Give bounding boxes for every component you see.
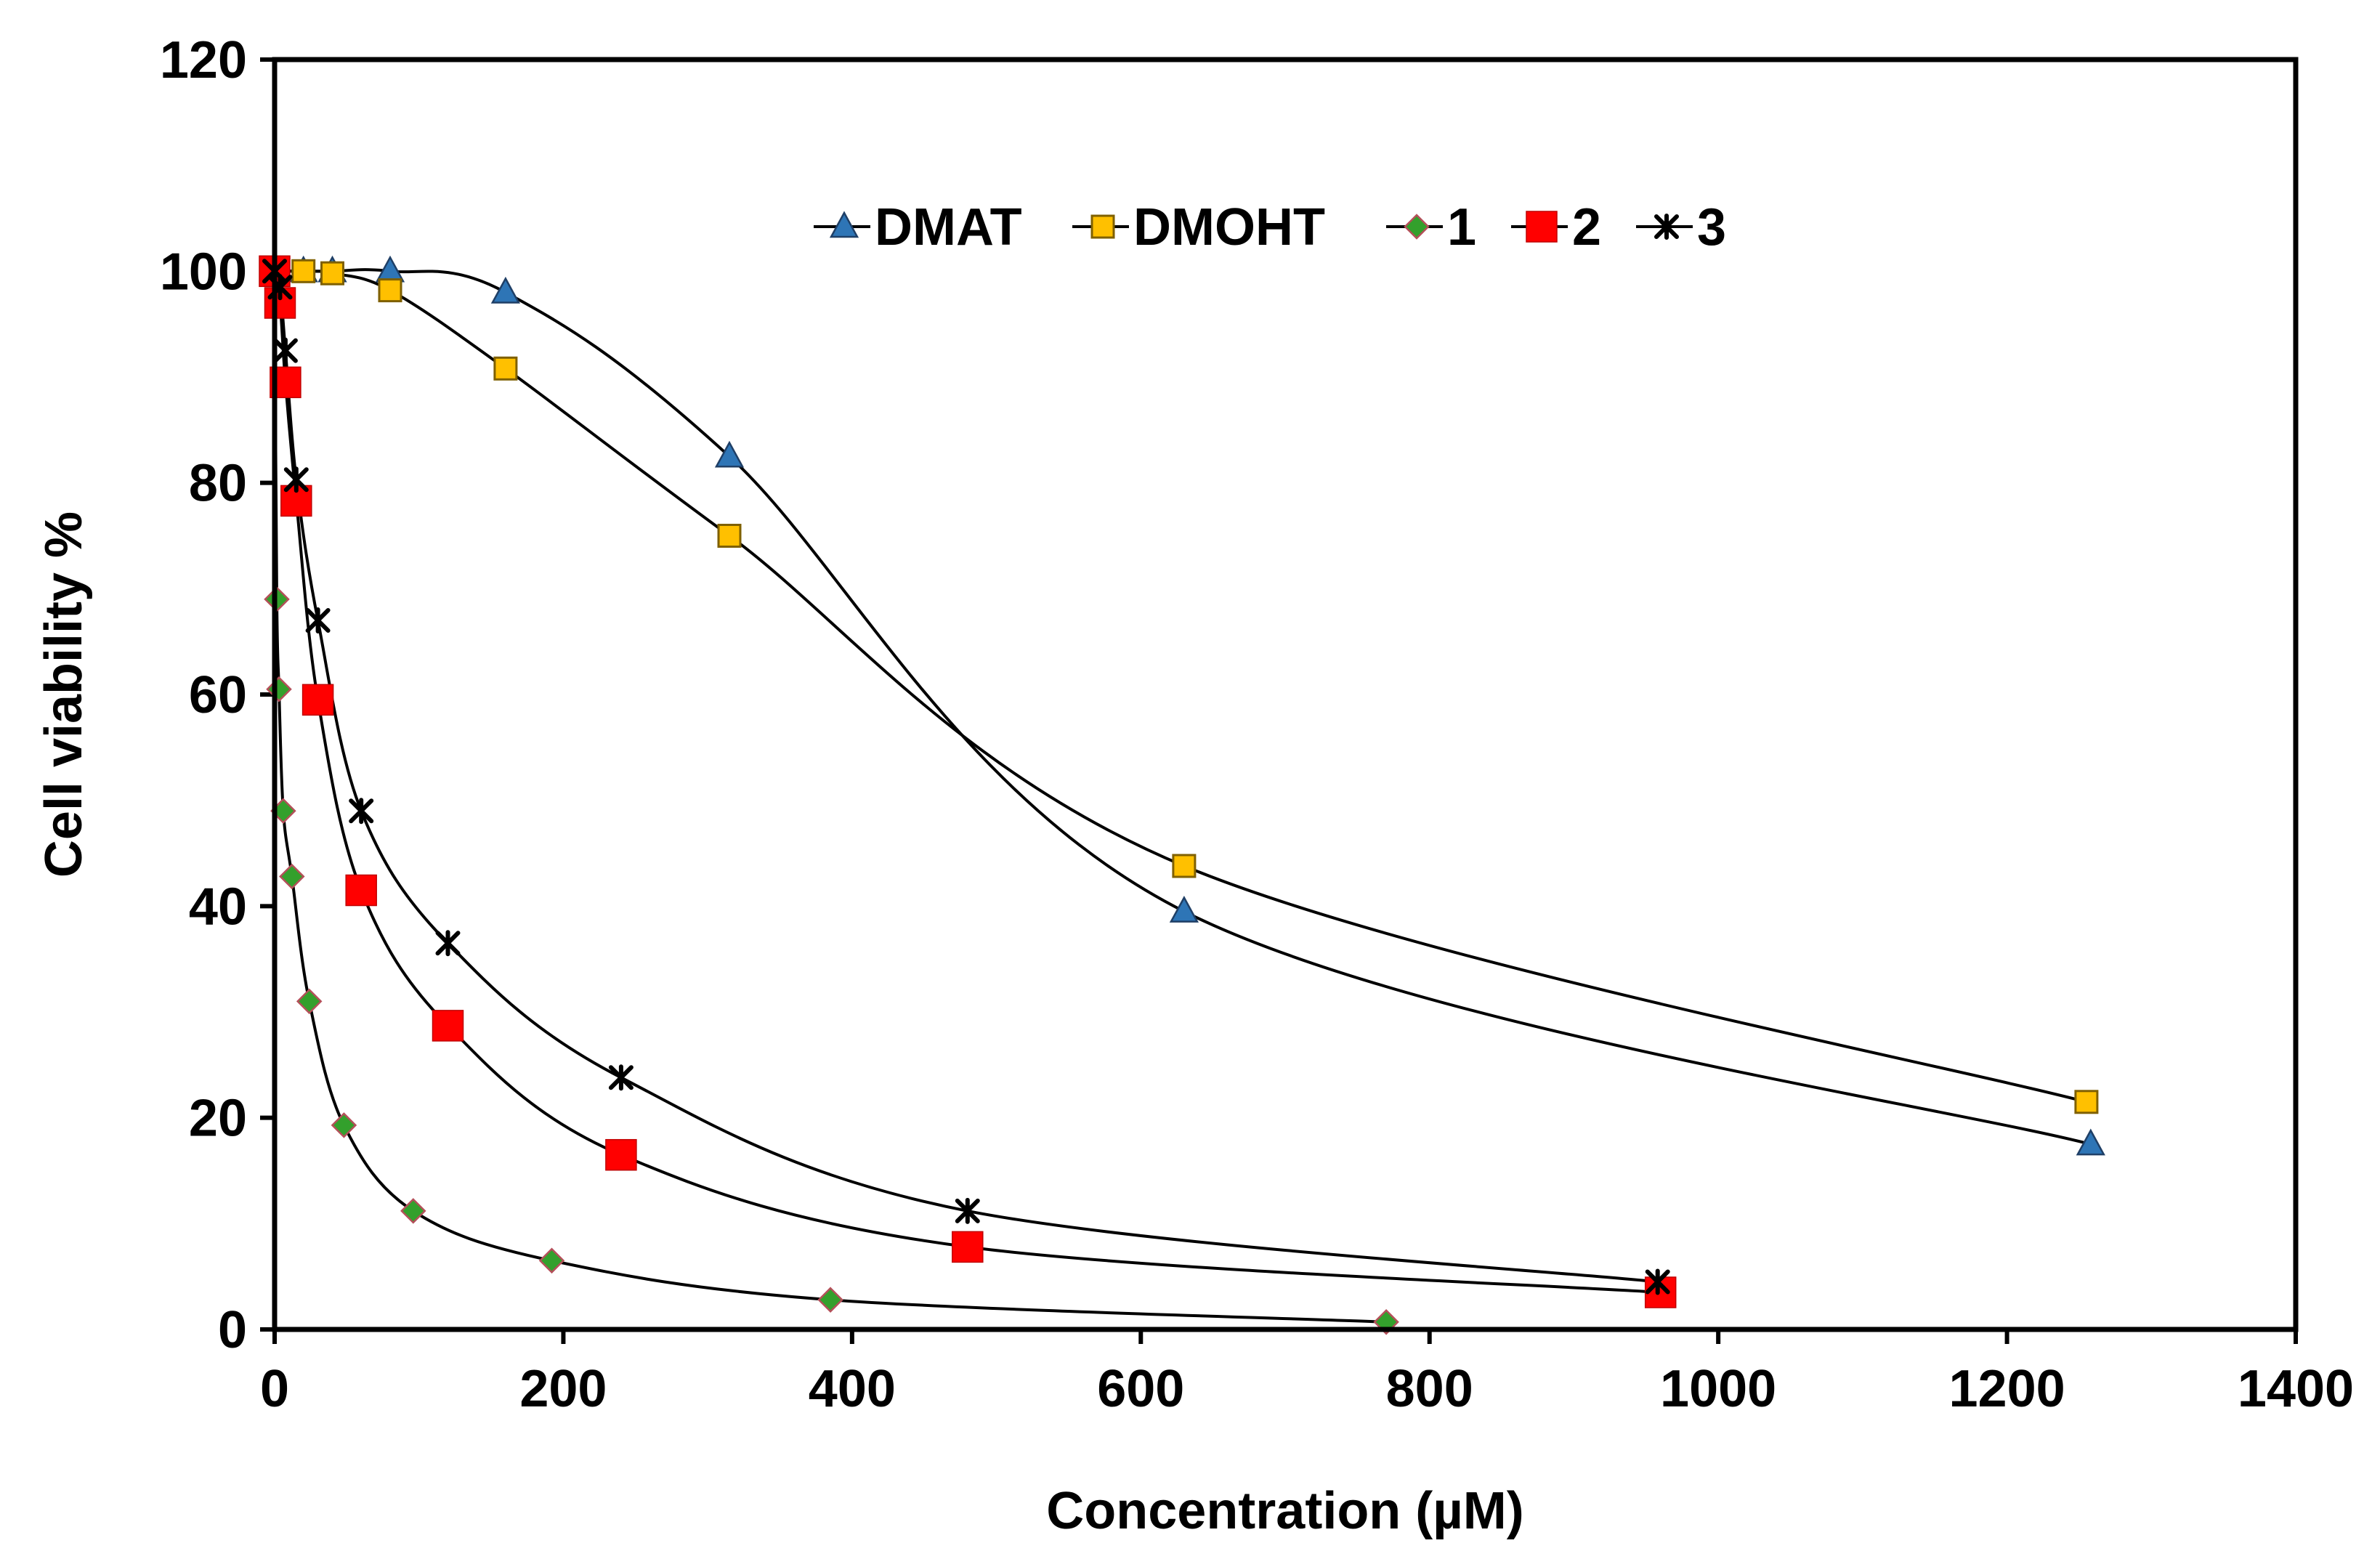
data-point-3-shape xyxy=(305,607,331,633)
data-point-3 xyxy=(283,466,309,493)
data-point-dmoht-shape xyxy=(378,278,402,303)
data-point-3 xyxy=(435,930,461,957)
data-point-2 xyxy=(432,1010,464,1042)
data-point-dmat-shape xyxy=(2076,1128,2105,1156)
legend-label-1: 1 xyxy=(1447,198,1476,256)
data-point-dmat-shape xyxy=(1169,895,1199,923)
data-point-dmoht xyxy=(291,259,316,283)
x-tick-label: 800 xyxy=(1386,1360,1473,1418)
legend-marker-3-shape xyxy=(1654,214,1679,240)
y-tick-label: 60 xyxy=(189,666,247,724)
data-point-dmoht-shape xyxy=(291,259,316,283)
data-point-dmat xyxy=(490,276,521,304)
data-point-dmoht xyxy=(1172,854,1197,878)
x-tick-label: 0 xyxy=(260,1360,289,1418)
data-point-3-shape xyxy=(608,1064,634,1091)
data-point-dmoht-shape xyxy=(320,261,344,286)
data-point-dmoht xyxy=(493,356,518,381)
legend-label-dmat: DMAT xyxy=(875,198,1022,256)
data-point-1 xyxy=(279,863,305,890)
data-point-2-shape xyxy=(952,1231,984,1263)
data-point-1 xyxy=(817,1287,843,1313)
data-point-dmat xyxy=(2076,1128,2105,1156)
legend-label-dmoht: DMOHT xyxy=(1133,198,1325,256)
data-point-2-shape xyxy=(345,874,377,907)
data-point-dmat xyxy=(1169,895,1199,923)
series-line-2 xyxy=(273,270,1661,1294)
plot-area-frame xyxy=(272,57,2299,1332)
x-tick-label: 1200 xyxy=(1948,1360,2065,1418)
x-axis-title: Concentration (µM) xyxy=(1046,1482,1523,1540)
legend-marker-dmat-shape xyxy=(829,211,859,238)
data-point-1 xyxy=(400,1198,426,1224)
y-tick-label: 40 xyxy=(189,878,247,936)
data-point-2-shape xyxy=(605,1138,637,1171)
x-tick-label: 400 xyxy=(809,1360,896,1418)
data-point-3-shape xyxy=(435,930,461,957)
data-point-3 xyxy=(608,1064,634,1091)
x-tick-label: 1000 xyxy=(1660,1360,1776,1418)
data-point-dmoht-shape xyxy=(2074,1090,2099,1114)
data-point-1-shape xyxy=(817,1287,843,1313)
data-point-3 xyxy=(305,607,331,633)
tick-label-layer: 0 200 400 600 800 1000 1200 1400 0 20 40 60 80 100 120 xyxy=(160,31,2354,1418)
data-point-1-shape xyxy=(400,1198,426,1224)
data-point-1-shape xyxy=(538,1247,565,1274)
legend-marker-2 xyxy=(1526,211,1558,243)
data-point-3 xyxy=(955,1197,980,1224)
legend-marker-dmoht-shape xyxy=(1090,214,1115,239)
data-point-2 xyxy=(345,874,377,907)
data-point-3-shape xyxy=(955,1197,980,1224)
data-point-dmoht xyxy=(378,278,402,303)
y-tick-label: 20 xyxy=(189,1090,247,1148)
data-point-3-shape xyxy=(272,337,298,364)
data-point-dmoht xyxy=(717,524,742,548)
y-tick-label: 0 xyxy=(218,1301,247,1359)
x-tick-label: 600 xyxy=(1097,1360,1184,1418)
legend-label-3: 3 xyxy=(1697,198,1726,256)
y-tick-label: 80 xyxy=(189,455,247,513)
legend-marker-dmoht xyxy=(1090,214,1115,239)
data-point-dmoht-shape xyxy=(717,524,742,548)
data-point-2-shape xyxy=(301,684,334,716)
data-point-3 xyxy=(349,798,374,825)
legend-marker-3 xyxy=(1654,214,1679,240)
data-point-2 xyxy=(952,1231,984,1263)
data-point-1-shape xyxy=(331,1112,357,1138)
data-point-3 xyxy=(1645,1268,1670,1295)
y-tick-label: 100 xyxy=(160,243,247,301)
data-point-3-shape xyxy=(1645,1268,1670,1295)
data-point-3-shape xyxy=(283,466,309,493)
legend-marker-2-shape xyxy=(1526,211,1558,243)
data-point-3 xyxy=(272,337,298,364)
y-axis-title: Cell viability % xyxy=(35,511,93,878)
data-point-dmat-shape xyxy=(714,440,745,468)
data-point-dmat xyxy=(714,440,745,468)
data-point-1 xyxy=(296,988,323,1015)
x-tick-label: 200 xyxy=(519,1360,607,1418)
legend-marker-1 xyxy=(1404,214,1430,240)
data-point-2-shape xyxy=(432,1010,464,1042)
data-point-dmoht-shape xyxy=(1172,854,1197,878)
data-point-3-shape xyxy=(349,798,374,825)
legend-marker-dmat xyxy=(829,211,859,238)
data-point-1 xyxy=(538,1247,565,1274)
y-tick-label: 120 xyxy=(160,31,247,89)
legend-marker-1-shape xyxy=(1404,214,1430,240)
legend-label-2: 2 xyxy=(1572,198,1601,256)
data-point-1 xyxy=(331,1112,357,1138)
data-point-2 xyxy=(605,1138,637,1171)
data-point-dmoht xyxy=(2074,1090,2099,1114)
data-point-1-shape xyxy=(279,863,305,890)
x-tick-label: 1400 xyxy=(2238,1360,2354,1418)
data-point-dmoht xyxy=(320,261,344,286)
data-point-2 xyxy=(301,684,334,716)
data-point-1-shape xyxy=(296,988,323,1015)
data-point-dmoht-shape xyxy=(493,356,518,381)
legend: DMAT DMOHT 1 2 3 xyxy=(814,198,1726,256)
data-point-dmat-shape xyxy=(490,276,521,304)
series-markers xyxy=(259,255,2105,1335)
